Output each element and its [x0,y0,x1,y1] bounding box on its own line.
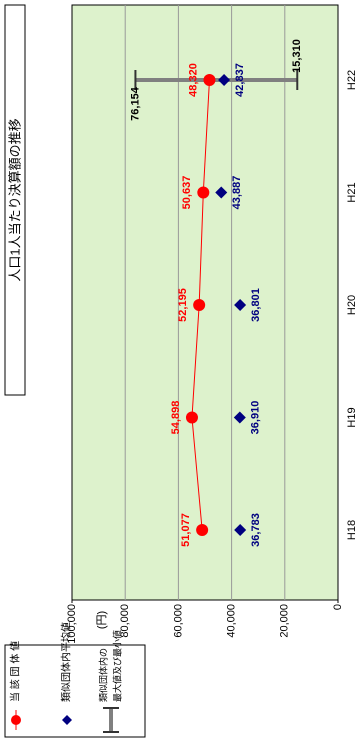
point [196,524,209,536]
point [185,411,198,424]
legend [4,644,146,738]
data-label: 48,320 [187,63,199,97]
legend-label: 当 該 団 体 値 [9,641,22,702]
title-box [4,4,26,396]
x-tick-label: H18 [346,520,358,540]
x-tick-label: H21 [346,182,358,202]
y-tick-label: 40,000 [226,604,238,638]
range-min-label: 15,310 [291,39,303,73]
plot-area [71,4,339,601]
y-tick-label: 60,000 [172,604,184,638]
point [233,411,246,424]
y-tick-label: 100,000 [66,604,78,644]
y-tick-label: 80,000 [119,604,131,638]
point [234,299,247,311]
chart-title: 人口1人当たり決算額の推移 [7,118,22,281]
data-label: 54,898 [170,401,182,435]
legend-label: 類似団体内の [97,648,108,702]
point [234,524,247,536]
y-axis-label: (円) [96,611,108,629]
data-label: 51,077 [180,513,192,547]
data-label: 42,837 [234,63,246,97]
legend-label: 類似団体内平均値 [60,622,73,702]
data-label: 36,783 [250,513,262,547]
data-label: 50,637 [181,176,193,210]
data-label: 36,801 [250,288,262,322]
legend-label: 最大値及び最小値 [111,630,122,702]
legend-marker [62,715,72,725]
point [218,74,231,86]
point [203,74,216,86]
point [193,299,206,311]
point [197,186,210,199]
data-label: 43,887 [231,176,243,210]
y-tick-label: 0 [332,604,344,610]
x-tick-label: H20 [346,295,358,315]
point [215,186,228,199]
y-tick-label: 20,000 [279,604,291,638]
data-label: 36,910 [250,401,262,435]
data-label: 52,195 [177,288,189,322]
x-tick-label: H19 [346,407,358,427]
legend-marker [11,715,21,725]
x-tick-label: H22 [346,70,358,90]
range-max-label: 76,154 [129,86,141,121]
